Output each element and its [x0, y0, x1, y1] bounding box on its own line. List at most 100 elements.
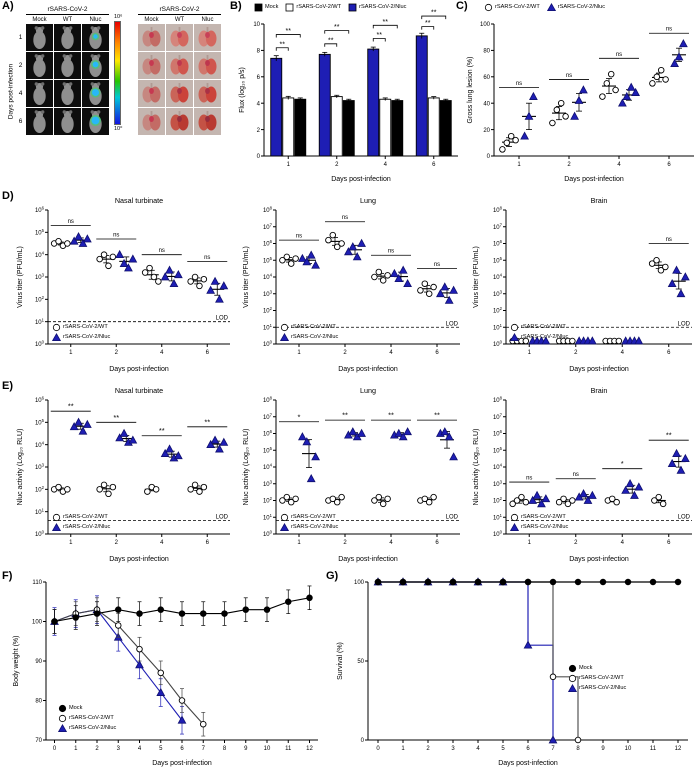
- svg-text:Brain: Brain: [591, 386, 608, 395]
- data-point: [672, 448, 681, 457]
- legend-item: rSARS-CoV-2/Nluc: [568, 684, 626, 693]
- data-point: [634, 482, 644, 491]
- legend-label: rSARS-CoV-2/Nluc: [69, 725, 117, 732]
- mouse-image: [54, 80, 81, 108]
- data-point: [96, 255, 103, 263]
- data-point: [157, 669, 164, 677]
- legend-label: rSARS-CoV-2/Nluc: [557, 4, 606, 11]
- svg-text:Gross lung lesion (%): Gross lung lesion (%): [467, 57, 474, 124]
- data-point: [398, 432, 408, 441]
- svg-text:2: 2: [567, 162, 571, 168]
- legend-label: rSARS-CoV-2/Nluc: [359, 4, 407, 11]
- svg-text:9: 9: [244, 746, 248, 752]
- colorbar-min-label: 10⁰: [114, 126, 123, 132]
- legend-label: Mock: [265, 4, 279, 11]
- data-point: [109, 483, 117, 491]
- svg-text:**: **: [431, 10, 437, 17]
- data-point: [329, 231, 337, 239]
- svg-text:ns: ns: [113, 233, 119, 239]
- svg-text:2: 2: [574, 540, 578, 546]
- mouse-image: [82, 52, 109, 80]
- data-point: [221, 610, 228, 617]
- svg-text:4: 4: [621, 350, 625, 356]
- data-point: [82, 234, 92, 243]
- data-point: [440, 282, 450, 291]
- bar: [379, 98, 392, 157]
- svg-text:9: 9: [601, 746, 605, 752]
- legend-item: rSARS-CoV-2/WT: [280, 513, 336, 522]
- svg-text:6: 6: [667, 162, 671, 168]
- svg-text:108: 108: [263, 206, 273, 215]
- svg-text:103: 103: [35, 463, 45, 472]
- svg-text:2: 2: [343, 540, 347, 546]
- svg-text:100: 100: [35, 530, 45, 539]
- svg-text:2: 2: [95, 746, 99, 752]
- svg-text:**: **: [159, 426, 165, 435]
- panel-e-nasal-turbinate-nluc-chart: 100 101 102 103 104 105 106 1 2 4 6 Days post-infec…: [14, 382, 234, 564]
- svg-text:ns: ns: [566, 73, 572, 79]
- data-point: [178, 610, 186, 617]
- data-point: [513, 497, 521, 504]
- legend-item: rSARS-CoV-2/Nluc: [280, 333, 338, 342]
- data-point: [165, 444, 174, 453]
- chart-legend: rSARS-CoV-2/WT rSARS-CoV-2/Nluc: [52, 513, 110, 532]
- chart-svg: 100 101 102 103 104 105 106 107 108 1 2 4 6 Days post…: [243, 196, 460, 373]
- panel-f-label: F): [2, 570, 13, 582]
- data-point: [279, 256, 286, 264]
- svg-text:ns: ns: [296, 234, 302, 240]
- data-point: [532, 490, 542, 499]
- data-point: [109, 253, 117, 261]
- data-point: [449, 452, 458, 461]
- svg-text:80: 80: [483, 49, 490, 55]
- row-label: 6: [18, 118, 23, 126]
- svg-text:4: 4: [160, 350, 164, 356]
- svg-text:10: 10: [264, 746, 271, 752]
- group-title: rSARS-CoV-2: [26, 6, 109, 16]
- svg-text:Nluc activity (Log₁₀ RLU): Nluc activity (Log₁₀ RLU): [243, 429, 250, 506]
- row-label: 4: [18, 90, 23, 98]
- data-point: [549, 119, 556, 127]
- svg-text:106: 106: [35, 206, 45, 215]
- chart-legend: rSARS-CoV-2/WT rSARS-CoV-2/Nluc: [280, 323, 338, 342]
- data-point: [518, 493, 525, 501]
- svg-text:100: 100: [263, 340, 273, 349]
- bar: [270, 57, 283, 157]
- data-point: [557, 99, 565, 107]
- svg-text:1: 1: [74, 746, 78, 752]
- panel-e-label: E): [2, 380, 13, 392]
- legend-label: rSARS-CoV-2/Nluc: [579, 685, 627, 692]
- data-point: [210, 435, 220, 444]
- data-point: [653, 256, 660, 264]
- data-point: [667, 278, 677, 288]
- data-point: [676, 288, 686, 298]
- svg-text:*: *: [298, 412, 301, 421]
- legend-item: rSARS-CoV-2/Nluc: [546, 3, 606, 12]
- data-point: [680, 272, 690, 281]
- svg-text:1: 1: [69, 540, 73, 546]
- data-point: [624, 578, 632, 586]
- bar: [367, 48, 380, 157]
- svg-text:0: 0: [361, 738, 365, 744]
- data-point: [625, 478, 635, 488]
- svg-text:105: 105: [263, 446, 273, 455]
- data-point: [569, 337, 576, 345]
- svg-text:Body weight (%): Body weight (%): [13, 636, 20, 687]
- svg-text:*: *: [621, 459, 624, 468]
- svg-text:4: 4: [257, 101, 261, 107]
- data-point: [128, 435, 138, 444]
- data-point: [599, 93, 606, 100]
- chart-legend: Mock rSARS-CoV-2/WT rSARS-CoV-2/Nluc: [254, 3, 406, 12]
- mouse-image: [26, 108, 53, 136]
- svg-text:6: 6: [667, 540, 671, 546]
- legend-label: rSARS-CoV-2/Nluc: [63, 334, 111, 341]
- legend-item: rSARS-CoV-2/WT: [52, 323, 108, 332]
- svg-text:6: 6: [257, 75, 261, 81]
- svg-text:**: **: [280, 41, 286, 48]
- chart-legend: rSARS-CoV-2/WT rSARS-CoV-2/Nluc: [52, 323, 110, 342]
- data-point: [680, 453, 690, 462]
- bar: [391, 100, 404, 157]
- svg-text:ns: ns: [68, 219, 74, 225]
- mouse-image: [82, 24, 109, 52]
